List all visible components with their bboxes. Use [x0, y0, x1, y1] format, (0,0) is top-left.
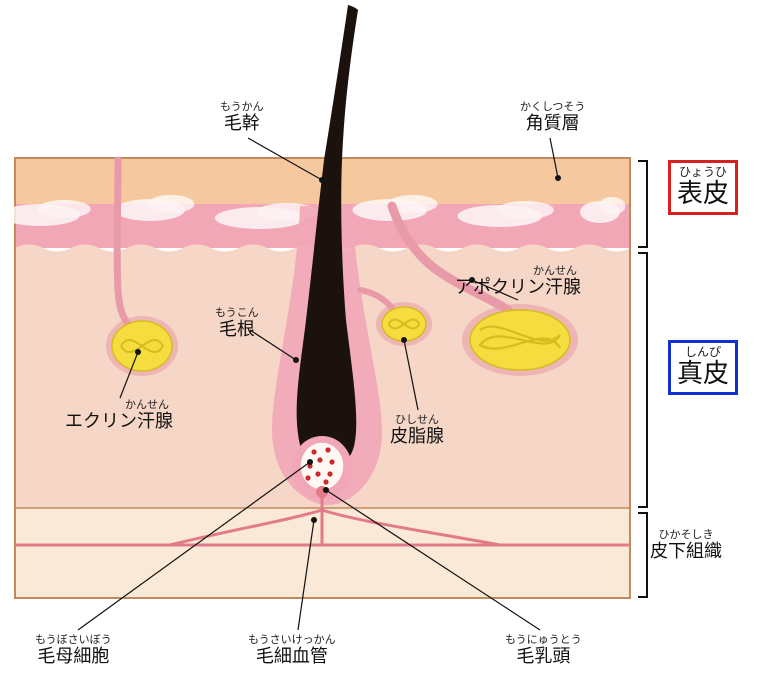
- text: アポクリン汗腺: [455, 277, 581, 297]
- ruby: ひかそしき: [650, 530, 722, 541]
- label-hishisen: ひしせん 皮脂腺: [390, 415, 444, 448]
- label-mousai: もうさいけっかん 毛細血管: [248, 635, 336, 668]
- text: 毛細血管: [256, 646, 328, 666]
- text: 毛根: [219, 319, 255, 339]
- bracket-epidermis: [638, 160, 648, 248]
- ruby: もうぼさいぼう: [35, 635, 112, 646]
- bracket-dermis: [638, 252, 648, 508]
- ruby: しんぴ: [677, 346, 729, 358]
- text: エクリン汗腺: [65, 411, 173, 431]
- skin-diagram: もうかん 毛幹 かくしつそう 角質層 かんせん アポクリン汗腺 もうこん 毛根 …: [0, 0, 760, 689]
- layer-label-shinpi: しんぴ 真皮: [668, 340, 738, 395]
- ruby: もうかん: [220, 102, 264, 113]
- bracket-subcutis: [638, 512, 648, 598]
- ruby: かんせん: [65, 400, 173, 411]
- text: 表皮: [677, 178, 729, 208]
- label-moukan: もうかん 毛幹: [220, 102, 264, 135]
- text: 毛母細胞: [37, 646, 109, 666]
- text: 毛乳頭: [516, 646, 570, 666]
- ruby: もうさいけっかん: [248, 635, 336, 646]
- ruby: かくしつそう: [520, 102, 585, 113]
- label-moukon: もうこん 毛根: [215, 308, 259, 341]
- text: 真皮: [677, 358, 729, 388]
- label-apocrine: かんせん アポクリン汗腺: [455, 266, 581, 299]
- text: 毛幹: [224, 113, 260, 133]
- text: 皮下組織: [650, 541, 722, 561]
- ruby: ひょうひ: [677, 166, 729, 178]
- text: 角質層: [526, 113, 580, 133]
- ruby: ひしせん: [390, 415, 444, 426]
- layer-label-hikasoshiki: ひかそしき 皮下組織: [650, 530, 722, 563]
- ruby: もうこん: [215, 308, 259, 319]
- layer-label-hyouhi: ひょうひ 表皮: [668, 160, 738, 215]
- ruby: かんせん: [455, 266, 581, 277]
- label-kakushitsu: かくしつそう 角質層: [520, 102, 585, 135]
- label-moubo: もうぼさいぼう 毛母細胞: [35, 635, 112, 668]
- label-mounyu: もうにゅうとう 毛乳頭: [505, 635, 582, 668]
- label-eccrine: かんせん エクリン汗腺: [65, 400, 173, 433]
- ruby: もうにゅうとう: [505, 635, 582, 646]
- text: 皮脂腺: [390, 426, 444, 446]
